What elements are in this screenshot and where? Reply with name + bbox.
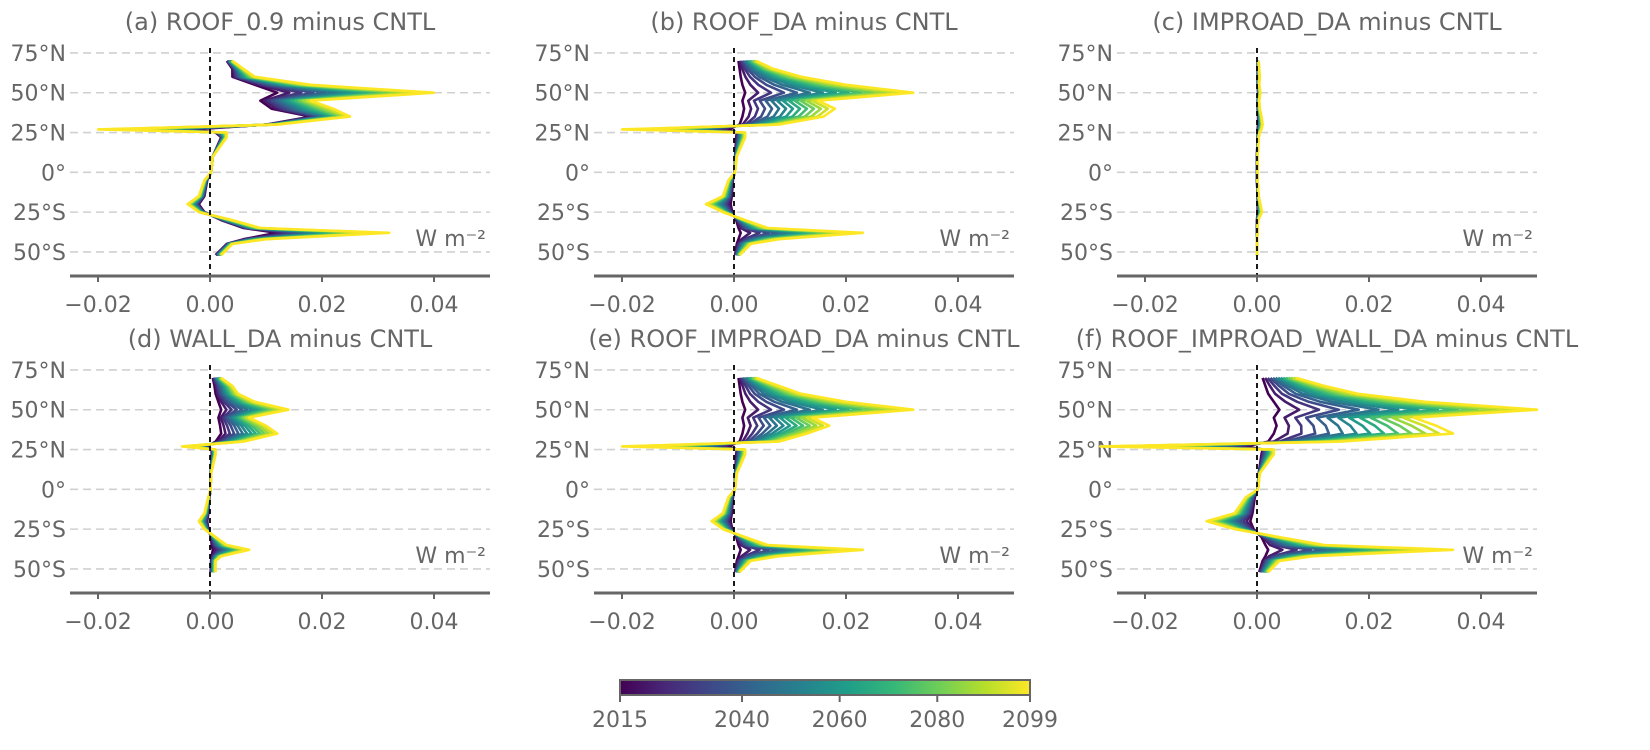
x-tick-label: 0.02 — [298, 610, 347, 635]
y-tick-label: 0° — [565, 161, 590, 186]
colorbar-tick-label: 2040 — [714, 708, 770, 733]
x-tick-label: 0.02 — [822, 293, 871, 318]
panel-title: (c) IMPROAD_DA minus CNTL — [1152, 8, 1502, 36]
y-tick-label: 25°S — [1060, 518, 1113, 543]
unit-label: W m⁻² — [415, 227, 486, 252]
x-tick-label: −0.02 — [1111, 610, 1178, 635]
panel-d: (d) WALL_DA minus CNTL 75°N 50°N 25°N 0° 25°S… — [11, 325, 490, 635]
y-tick-label: 0° — [41, 161, 66, 186]
y-tick-label: 75°N — [1058, 359, 1113, 384]
x-tick-label: −0.02 — [1111, 293, 1178, 318]
y-tick-label: 50°S — [537, 241, 590, 266]
y-tick-label: 50°N — [535, 82, 590, 107]
unit-label: W m⁻² — [939, 227, 1010, 252]
y-tick-label: 0° — [1088, 478, 1113, 503]
x-tick-label: 0.02 — [1345, 610, 1394, 635]
x-tick-label: 0.00 — [710, 293, 759, 318]
unit-label: W m⁻² — [415, 544, 486, 569]
unit-label: W m⁻² — [939, 544, 1010, 569]
x-tick-label: 0.04 — [410, 293, 459, 318]
x-tick-label: 0.00 — [186, 293, 235, 318]
x-tick-label: 0.00 — [1233, 610, 1282, 635]
x-tick-label: 0.00 — [186, 610, 235, 635]
y-tick-label: 50°S — [537, 558, 590, 583]
series-line-2099 — [620, 376, 915, 574]
x-tick-label: 0.00 — [1233, 293, 1282, 318]
y-tick-label: 50°S — [13, 558, 66, 583]
x-tick-label: 0.02 — [298, 293, 347, 318]
x-tick-label: 0.04 — [410, 610, 459, 635]
x-tick-label: −0.02 — [588, 610, 655, 635]
x-tick-label: 0.04 — [1457, 293, 1506, 318]
y-tick-label: 25°N — [535, 439, 590, 464]
y-tick-label: 25°N — [11, 122, 66, 147]
x-tick-label: 0.02 — [822, 610, 871, 635]
colorbar: 2015 2040 2060 2080 2099 — [592, 679, 1058, 733]
panel-f: (f) ROOF_IMPROAD_WALL_DA minus CNTL 75°N 5… — [1058, 325, 1579, 635]
series-line-2067 — [190, 377, 264, 573]
y-tick-label: 50°N — [11, 82, 66, 107]
y-tick-label: 25°N — [11, 439, 66, 464]
panel-a: (a) ROOF_0.9 minus CNTL 75°N 50°N 25°N 0° 25°… — [11, 8, 490, 318]
panel-title: (e) ROOF_IMPROAD_DA minus CNTL — [588, 325, 1020, 353]
y-tick-label: 25°S — [537, 518, 590, 543]
x-tick-label: −0.02 — [64, 293, 131, 318]
y-tick-label: 25°S — [13, 518, 66, 543]
colorbar-tick-label: 2099 — [1002, 708, 1058, 733]
y-tick-label: 0° — [565, 478, 590, 503]
series-line-2099 — [620, 59, 915, 257]
series-line-2099 — [180, 376, 290, 573]
y-tick-label: 50°N — [1058, 82, 1113, 107]
y-tick-label: 50°S — [13, 241, 66, 266]
panel-title: (f) ROOF_IMPROAD_WALL_DA minus CNTL — [1076, 325, 1579, 353]
panel-b: (b) ROOF_DA minus CNTL 75°N 50°N 25°N 0° 25°S… — [535, 8, 1014, 318]
panel-title: (b) ROOF_DA minus CNTL — [650, 8, 958, 36]
y-tick-label: 0° — [41, 478, 66, 503]
y-tick-label: 0° — [1088, 161, 1113, 186]
series-line-2099 — [1098, 376, 1539, 574]
y-tick-label: 50°N — [1058, 399, 1113, 424]
panel-e: (e) ROOF_IMPROAD_DA minus CNTL 75°N 50°N 25… — [535, 325, 1021, 635]
x-tick-label: −0.02 — [64, 610, 131, 635]
colorbar-tick-label: 2080 — [909, 708, 965, 733]
y-tick-label: 50°S — [1060, 558, 1113, 583]
panel-c: (c) IMPROAD_DA minus CNTL 75°N 50°N 25°N 0° 2… — [1058, 8, 1537, 318]
x-tick-label: 0.02 — [1345, 293, 1394, 318]
x-tick-label: 0.04 — [934, 293, 983, 318]
colorbar-tick-label: 2060 — [812, 708, 868, 733]
colorbar-bar — [619, 679, 1031, 696]
y-tick-label: 75°N — [11, 359, 66, 384]
y-tick-label: 25°N — [1058, 439, 1113, 464]
unit-label: W m⁻² — [1462, 544, 1533, 569]
y-tick-label: 75°N — [1058, 42, 1113, 67]
colorbar-tick-label: 2015 — [592, 708, 648, 733]
y-tick-label: 25°N — [1058, 122, 1113, 147]
y-tick-label: 50°N — [535, 399, 590, 424]
panel-title: (a) ROOF_0.9 minus CNTL — [125, 8, 436, 36]
y-tick-label: 50°N — [11, 399, 66, 424]
panel-title: (d) WALL_DA minus CNTL — [128, 325, 433, 353]
series-line-2099 — [96, 59, 436, 257]
y-tick-label: 50°S — [1060, 241, 1113, 266]
y-tick-label: 25°N — [535, 122, 590, 147]
y-tick-label: 25°S — [537, 201, 590, 226]
x-tick-label: 0.04 — [1457, 610, 1506, 635]
y-tick-label: 75°N — [11, 42, 66, 67]
unit-label: W m⁻² — [1462, 227, 1533, 252]
y-tick-label: 75°N — [535, 359, 590, 384]
y-tick-label: 25°S — [1060, 201, 1113, 226]
x-tick-label: 0.04 — [934, 610, 983, 635]
y-tick-label: 25°S — [13, 201, 66, 226]
x-tick-label: −0.02 — [588, 293, 655, 318]
x-tick-label: 0.00 — [710, 610, 759, 635]
y-tick-label: 75°N — [535, 42, 590, 67]
